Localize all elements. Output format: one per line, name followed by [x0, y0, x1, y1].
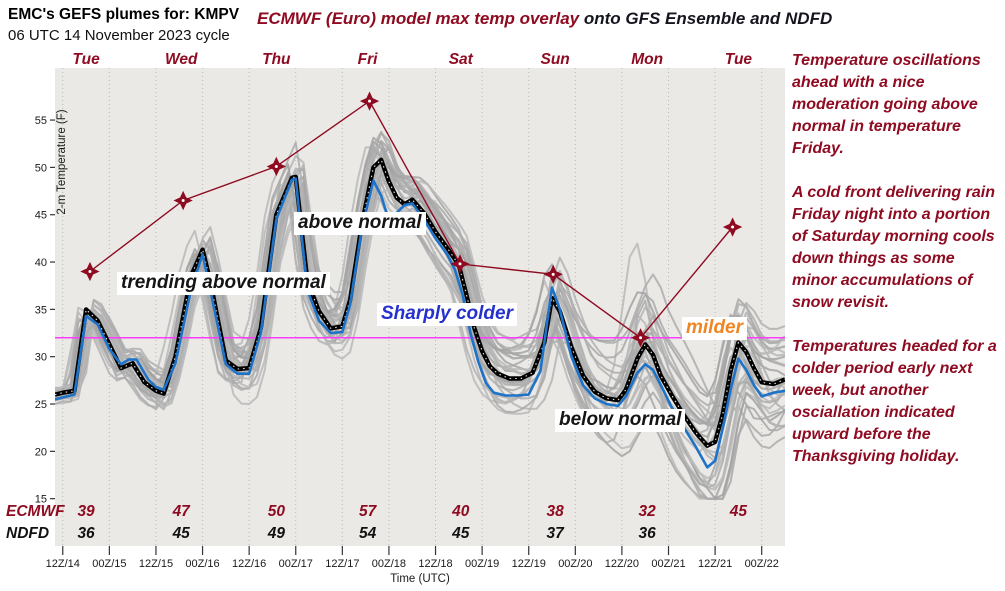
day-label: Sat: [449, 51, 474, 68]
y-tick-label: 15: [35, 494, 47, 506]
day-label: Tue: [72, 51, 100, 68]
y-tick-label: 50: [35, 162, 47, 174]
x-tick-label: 00Z/18: [372, 558, 406, 570]
commentary-paragraph-2: A cold front delivering rain Friday nigh…: [792, 184, 995, 311]
ndfd-value: 49: [267, 525, 286, 542]
y-axis: 15 20 25 30 35 40 45 50 55 2-m Temperature (F): [35, 109, 68, 505]
ndfd-value: 45: [172, 525, 191, 542]
cycle-subtitle: 06 UTC 14 November 2023 cycle: [8, 27, 230, 44]
ndfd-value: 36: [639, 525, 657, 542]
ecmwf-row: ECMWF 39 47 50 57 40 38 32 45: [6, 503, 747, 520]
annotation-trending-above-normal: trending above normal: [117, 272, 330, 295]
ecmwf-value: 39: [77, 503, 95, 520]
y-tick-label: 55: [35, 115, 47, 127]
ecmwf-value: 50: [268, 503, 286, 520]
ecmwf-value: 38: [547, 503, 565, 520]
overlay-title-gfs: onto GFS Ensemble and NDFD: [583, 9, 833, 28]
ecmwf-value: 32: [639, 503, 657, 520]
ecmwf-star-center: [551, 272, 555, 276]
ecmwf-star-center: [181, 199, 185, 203]
ecmwf-value: 40: [451, 503, 470, 520]
x-tick-label: 00Z/19: [465, 558, 499, 570]
x-tick-label: 12Z/20: [605, 558, 639, 570]
x-tick-label: 12Z/15: [139, 558, 173, 570]
x-tick-label: 12Z/21: [698, 558, 732, 570]
control-blue-line: [55, 177, 785, 469]
commentary-paragraph-3: Temperatures headed for a colder period …: [792, 338, 997, 465]
ecmwf-line: [80, 91, 743, 348]
x-axis: 12Z/14 00Z/15 12Z/15 00Z/16 12Z/16 00Z/17 12Z/…: [46, 546, 779, 585]
annotation-milder: milder: [682, 317, 748, 340]
y-tick-label: 20: [35, 446, 47, 458]
ndfd-value: 36: [77, 525, 95, 542]
ndfd-value: 37: [547, 525, 566, 542]
day-label: Thu: [262, 51, 291, 68]
x-tick-label: 12Z/18: [418, 558, 452, 570]
ecmwf-value: 47: [172, 503, 192, 520]
annotation-above-normal: above normal: [294, 212, 426, 235]
ecmwf-star-center: [731, 225, 735, 229]
x-tick-label: 00Z/15: [92, 558, 126, 570]
day-label: Wed: [165, 51, 198, 68]
x-tick-label: 12Z/17: [325, 558, 359, 570]
y-tick-label: 30: [35, 352, 47, 364]
ndfd-value: 45: [451, 525, 470, 542]
ecmwf-star-center: [274, 164, 278, 168]
ndfd-value: 54: [359, 525, 377, 542]
ecmwf-star-center: [368, 99, 372, 103]
y-axis-title: 2-m Temperature (F): [56, 109, 68, 214]
x-tick-label: 12Z/19: [512, 558, 546, 570]
y-tick-label: 25: [35, 399, 47, 411]
annotation-sharply-colder: Sharply colder: [377, 303, 517, 326]
ecmwf-star-center: [639, 336, 643, 340]
ecmwf-row-label: ECMWF: [6, 503, 65, 520]
ecmwf-value: 45: [729, 503, 748, 520]
ecmwf-star-center: [458, 262, 462, 266]
day-label: Fri: [358, 51, 379, 68]
y-tick-label: 35: [35, 304, 47, 316]
ndfd-row-label: NDFD: [6, 525, 49, 542]
day-label: Mon: [631, 51, 663, 68]
ndfd-row: NDFD 36 45 49 54 45 37 36: [6, 525, 656, 542]
x-tick-label: 12Z/14: [46, 558, 80, 570]
x-tick-label: 00Z/17: [279, 558, 313, 570]
x-tick-label: 00Z/16: [185, 558, 219, 570]
overlay-title-ecmwf: ECMWF (Euro) model max temp overlay: [257, 9, 584, 28]
overlay-title: ECMWF (Euro) model max temp overlay onto…: [257, 9, 832, 29]
y-tick-label: 40: [35, 257, 47, 269]
x-tick-label: 00Z/21: [651, 558, 685, 570]
ecmwf-value: 57: [359, 503, 378, 520]
ecmwf-star-center: [88, 270, 92, 274]
x-axis-title: Time (UTC): [390, 573, 450, 585]
ensemble-member-line: [55, 136, 785, 425]
day-label: Tue: [725, 51, 753, 68]
annotation-below-normal: below normal: [555, 409, 686, 432]
day-label: Sun: [540, 51, 569, 68]
page-title: EMC's GEFS plumes for: KMPV: [8, 6, 240, 23]
x-tick-label: 00Z/22: [745, 558, 779, 570]
y-tick-label: 45: [35, 210, 47, 222]
x-tick-label: 00Z/20: [558, 558, 592, 570]
forecast-commentary: Temperature oscillations ahead with a ni…: [792, 50, 1003, 490]
x-tick-label: 12Z/16: [232, 558, 266, 570]
day-labels: Tue Wed Thu Fri Sat Sun Mon Tue: [72, 51, 752, 68]
commentary-paragraph-1: Temperature oscillations ahead with a ni…: [792, 52, 981, 157]
